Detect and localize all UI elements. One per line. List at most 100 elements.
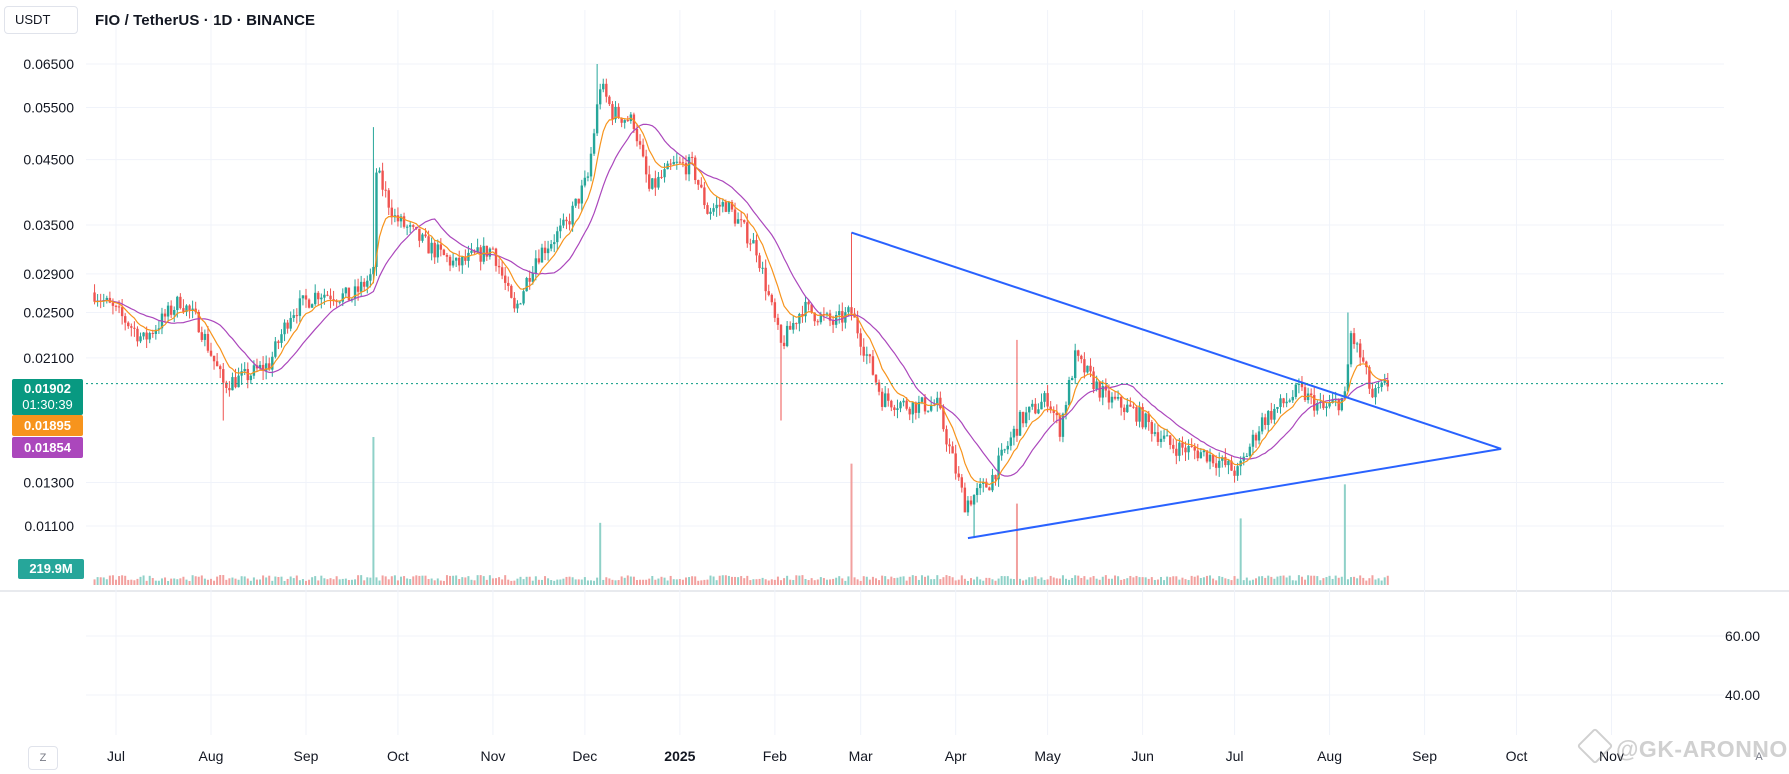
volume-bar [1300, 576, 1303, 585]
candle-body [605, 83, 608, 97]
volume-bar [1132, 577, 1135, 585]
x-tick-label: Apr [945, 748, 967, 764]
candle-body [341, 293, 344, 302]
volume-bar [648, 578, 651, 585]
candle-body [123, 316, 127, 323]
candle-body [926, 410, 930, 412]
candle-body [985, 481, 988, 488]
volume-bar [1190, 575, 1193, 585]
candle-body [1168, 435, 1172, 445]
volume-bar [960, 575, 963, 585]
candle-body [528, 277, 531, 282]
volume-bar [639, 579, 642, 585]
candle-body [1080, 355, 1083, 360]
volume-bar [384, 576, 387, 585]
volume-bar [611, 579, 614, 585]
candle-body [1297, 383, 1301, 385]
volume-bar [479, 575, 482, 585]
x-tick-label: Mar [849, 748, 873, 764]
volume-bar [286, 578, 289, 585]
volume-bar [96, 577, 99, 585]
candle-body [1303, 387, 1307, 401]
candle-body [1031, 403, 1034, 407]
volume-bar [718, 575, 721, 585]
candle-body [1165, 435, 1169, 437]
candle-body [117, 306, 121, 308]
volume-bar [1273, 578, 1276, 585]
candle-body [356, 286, 360, 292]
watermark-logo-icon [1576, 727, 1614, 765]
volume-bar [473, 580, 476, 585]
volume-bar [847, 576, 850, 585]
volume-bar [583, 577, 586, 585]
volume-bar [1055, 578, 1058, 585]
volume-bar [1316, 576, 1319, 585]
candle-body [1070, 378, 1074, 380]
candle-body [883, 393, 887, 407]
candle-body [369, 274, 372, 281]
candle-body [381, 170, 384, 190]
volume-bar [458, 579, 461, 585]
volume-bar [957, 579, 960, 585]
volume-bar [985, 577, 988, 585]
candle-body [893, 407, 896, 411]
candle-body [176, 296, 179, 311]
candle-body [982, 481, 985, 484]
volume-bar [301, 579, 304, 585]
volume-bar [1276, 576, 1279, 585]
candle-body [531, 272, 534, 282]
zoom-button[interactable]: Z [28, 746, 58, 770]
volume-bar [476, 575, 479, 585]
auto-scale-button[interactable]: A [1755, 751, 1763, 763]
candle-body [801, 314, 804, 317]
candle-body [277, 341, 280, 343]
volume-bar [954, 580, 957, 585]
volume-bar [580, 579, 583, 585]
volume-bar [295, 575, 298, 585]
volume-bar [914, 575, 917, 585]
candle-body [212, 355, 216, 362]
candle-body [1331, 400, 1334, 404]
volume-bar [1221, 576, 1224, 585]
candle-body [856, 317, 859, 334]
volume-bar [819, 577, 822, 585]
candle-body [390, 207, 394, 218]
x-tick-label: Aug [199, 748, 224, 764]
volume-bar [1147, 578, 1150, 585]
volume-bar [237, 579, 240, 585]
volume-bar [1123, 579, 1126, 585]
volume-bar [200, 575, 203, 585]
volume-bar [298, 580, 301, 585]
x-tick-label: Jun [1131, 748, 1154, 764]
currency-selector[interactable]: USDT [4, 6, 78, 34]
candle-body [1126, 404, 1129, 413]
volume-bar [755, 579, 758, 585]
volume-bar [271, 580, 274, 585]
candle-body [127, 322, 130, 327]
volume-bar [948, 576, 951, 585]
x-tick-label: Feb [763, 748, 787, 764]
volume-bar [292, 578, 295, 585]
sma-value-badge: 0.01854 [12, 437, 83, 458]
volume-bar [350, 579, 353, 585]
symbol-title: FIO / TetherUS · 1D · BINANCE [95, 12, 316, 29]
candle-body [408, 225, 412, 227]
candle-body [871, 356, 875, 375]
volume-bar [121, 575, 124, 585]
candle-body [859, 333, 862, 347]
candle-body [718, 204, 721, 207]
candle-body [1227, 460, 1230, 466]
volume-bar [1245, 577, 1248, 585]
volume-bar [1270, 576, 1273, 585]
candle-body [1300, 383, 1304, 388]
volume-bar [878, 580, 881, 585]
candle-body [706, 205, 709, 214]
volume-bar [210, 578, 212, 585]
volume-bar [519, 576, 522, 585]
volume-bar [881, 575, 884, 585]
candle-body [461, 256, 464, 266]
volume-bar [111, 575, 114, 585]
volume-bar [1264, 577, 1267, 585]
candle-body [997, 455, 1000, 480]
